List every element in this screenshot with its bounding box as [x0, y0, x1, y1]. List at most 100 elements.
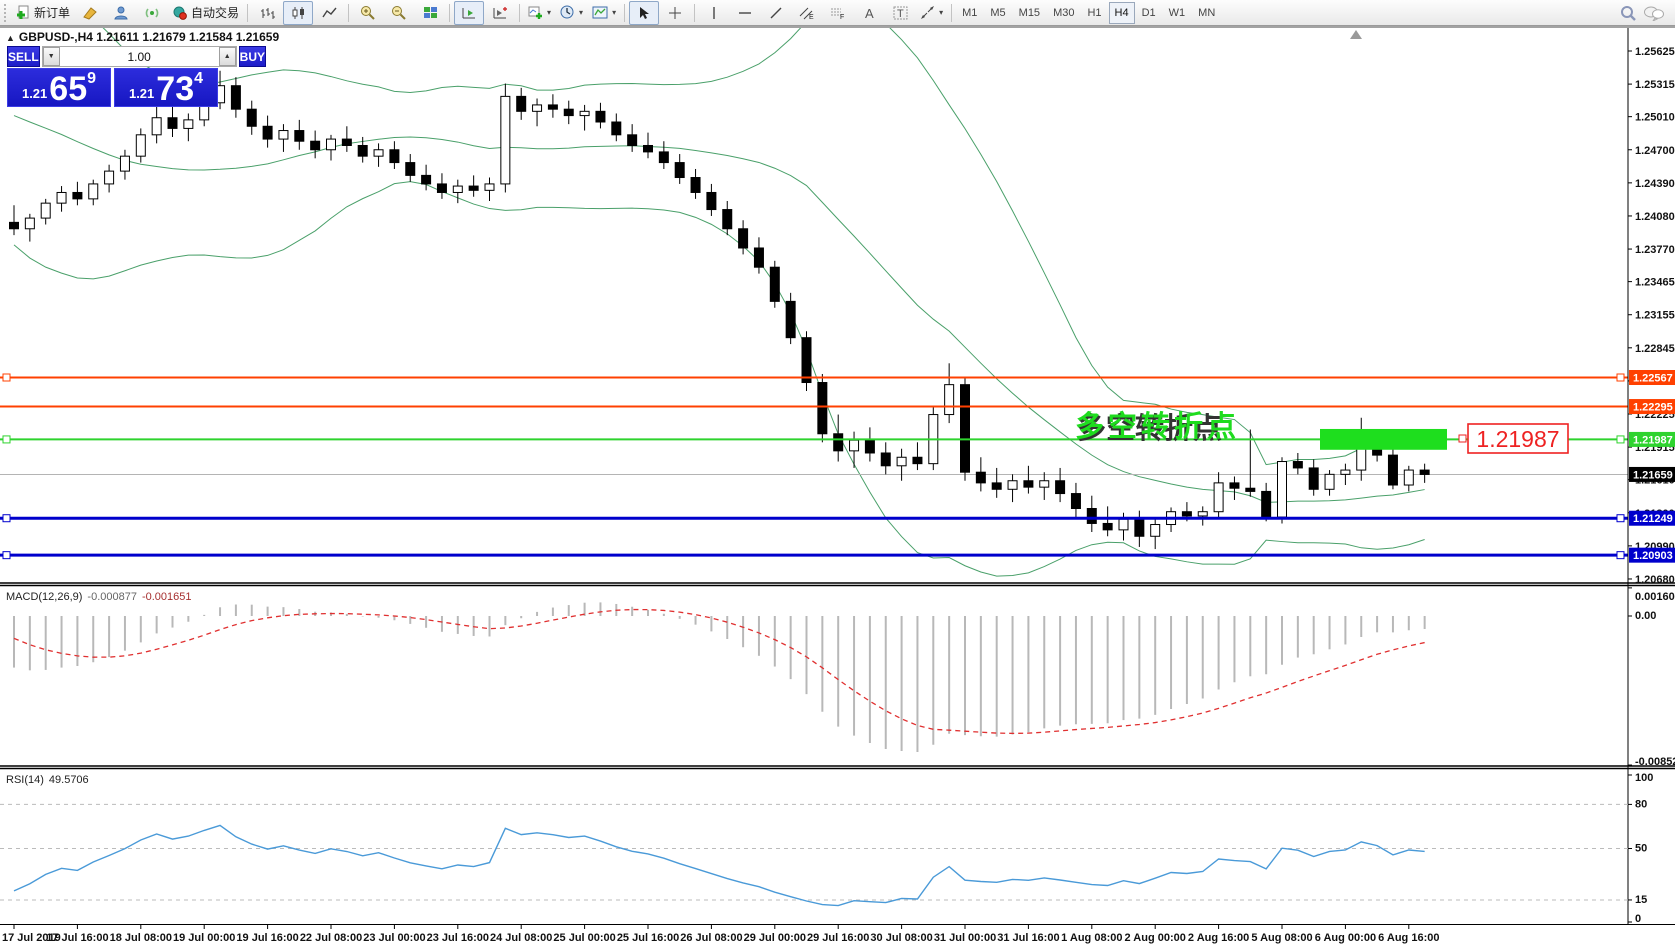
candle	[1229, 476, 1240, 500]
rsi-scale-label: 15	[1635, 894, 1647, 906]
new-order-button[interactable]: 新订单	[12, 1, 74, 25]
candle	[1340, 463, 1351, 486]
zoom-out-button[interactable]	[384, 1, 414, 25]
bars-chart-icon	[260, 7, 275, 19]
text-button[interactable]: A	[854, 1, 884, 25]
tab-mn[interactable]: MN	[1198, 6, 1216, 19]
annotation-text-object[interactable]: 多空转折点	[1075, 409, 1240, 443]
svg-text:1.21659: 1.21659	[1633, 469, 1673, 481]
price-tag-object[interactable]: 1.21987	[1458, 423, 1569, 454]
horizontal-line-object[interactable]	[0, 551, 1628, 560]
tile-windows-button[interactable]	[415, 1, 445, 25]
search-icon[interactable]	[1620, 5, 1637, 21]
horizontal-line-object[interactable]	[0, 373, 1628, 382]
volume-increase-button[interactable]: ▲	[218, 47, 236, 66]
tab-d1[interactable]: D1	[1141, 6, 1156, 19]
time-tick-label: 17 Jul 16:00	[46, 932, 108, 944]
line-endpoint-handle[interactable]	[1616, 435, 1625, 444]
fibonacci-button[interactable]: F	[823, 1, 853, 25]
candle	[896, 448, 907, 481]
cursor-button[interactable]	[629, 0, 660, 25]
candle	[468, 175, 479, 197]
line-endpoint-handle[interactable]	[1616, 551, 1625, 560]
horizontal-line-button[interactable]	[730, 1, 760, 25]
candle	[817, 373, 828, 443]
candle	[72, 181, 83, 206]
candle	[310, 130, 321, 159]
signal-icon	[145, 8, 159, 18]
rsi-scale-label: 0	[1635, 913, 1641, 925]
candle	[849, 431, 860, 468]
tab-m1[interactable]: M1	[962, 6, 978, 19]
svg-text:F: F	[840, 14, 844, 20]
price-tick-label: 1.23770	[1635, 244, 1675, 256]
time-tick-label: 30 Jul 08:00	[870, 932, 932, 944]
price-axis[interactable]: 1.25625 1.25315 1.25010 1.24700 1.24390 1.240…	[1628, 46, 1675, 925]
tab-h4[interactable]: H4	[1108, 1, 1135, 24]
tab-h1[interactable]: H1	[1087, 6, 1102, 19]
candle	[611, 113, 622, 142]
tab-m15[interactable]: M15	[1018, 6, 1041, 19]
line-chart-button[interactable]	[314, 1, 344, 25]
tag-anchor-handle[interactable]	[1458, 434, 1467, 443]
line-endpoint-handle[interactable]	[2, 551, 11, 560]
chart-shift-button[interactable]	[485, 1, 515, 25]
candle	[1070, 482, 1081, 518]
time-tick-label: 22 Jul 08:00	[300, 932, 362, 944]
line-endpoint-handle[interactable]	[1616, 373, 1625, 382]
line-endpoint-handle[interactable]	[2, 514, 11, 523]
tab-w1[interactable]: W1	[1168, 6, 1186, 19]
add-indicator-button[interactable]: ▾	[524, 1, 555, 25]
bid-quote[interactable]: 1.21 65 9	[7, 68, 111, 107]
volume-stepper: ▼ ▲	[41, 46, 237, 67]
trendline-button[interactable]	[761, 1, 791, 25]
chat-icon[interactable]	[1643, 5, 1665, 21]
ask-quote[interactable]: 1.21 73 4	[114, 68, 218, 107]
time-tick-label: 2 Aug 00:00	[1125, 932, 1186, 944]
time-tick-label: 25 Jul 16:00	[617, 932, 679, 944]
line-endpoint-handle[interactable]	[2, 373, 11, 382]
candle	[1134, 510, 1145, 547]
tab-m5[interactable]: M5	[990, 6, 1006, 19]
candle	[753, 237, 764, 274]
arrows-icon	[921, 5, 935, 19]
tab-m30[interactable]: M30	[1053, 6, 1075, 19]
chevron-down-icon: ▾	[547, 8, 552, 17]
auto-scroll-button[interactable]	[454, 0, 485, 25]
vertical-line-icon	[713, 6, 715, 19]
time-tick-label: 19 Jul 16:00	[236, 932, 298, 944]
bars-chart-button[interactable]	[252, 1, 282, 25]
scroll-to-end-icon[interactable]	[1350, 30, 1362, 39]
text-label-button[interactable]: T	[885, 1, 915, 25]
toolbar-separator	[519, 3, 521, 22]
publisher-button[interactable]	[106, 1, 136, 25]
vertical-line-button[interactable]	[699, 1, 729, 25]
sell-button[interactable]: SELL	[7, 46, 40, 67]
volume-decrease-button[interactable]: ▼	[42, 47, 60, 66]
equidistant-channel-button[interactable]: E	[792, 1, 822, 25]
volume-input[interactable]	[59, 47, 219, 66]
candle	[1213, 472, 1224, 520]
candle	[833, 414, 844, 462]
crayon-button[interactable]	[75, 1, 105, 25]
auto-trading-button[interactable]: 自动交易	[168, 1, 243, 25]
line-endpoint-handle[interactable]	[1616, 514, 1625, 523]
ask-pipette: 4	[194, 70, 204, 87]
highlight-rectangle-object[interactable]	[1320, 428, 1447, 450]
buy-button[interactable]: BUY	[238, 46, 267, 67]
arrows-button[interactable]: ▾	[916, 1, 947, 25]
collapse-arrow-icon[interactable]: ▲	[6, 33, 15, 43]
toolbar-grip[interactable]	[4, 3, 9, 22]
periods-button[interactable]: ▾	[556, 1, 587, 25]
zoom-in-button[interactable]	[353, 1, 383, 25]
candlestick-chart-button[interactable]	[283, 0, 314, 25]
crosshair-button[interactable]	[660, 1, 690, 25]
candle	[405, 154, 416, 182]
templates-button[interactable]: ▾	[588, 1, 620, 25]
line-endpoint-handle[interactable]	[2, 435, 11, 444]
candle	[246, 100, 257, 135]
horizontal-line-object[interactable]	[0, 514, 1628, 523]
signal-button[interactable]	[137, 1, 167, 25]
